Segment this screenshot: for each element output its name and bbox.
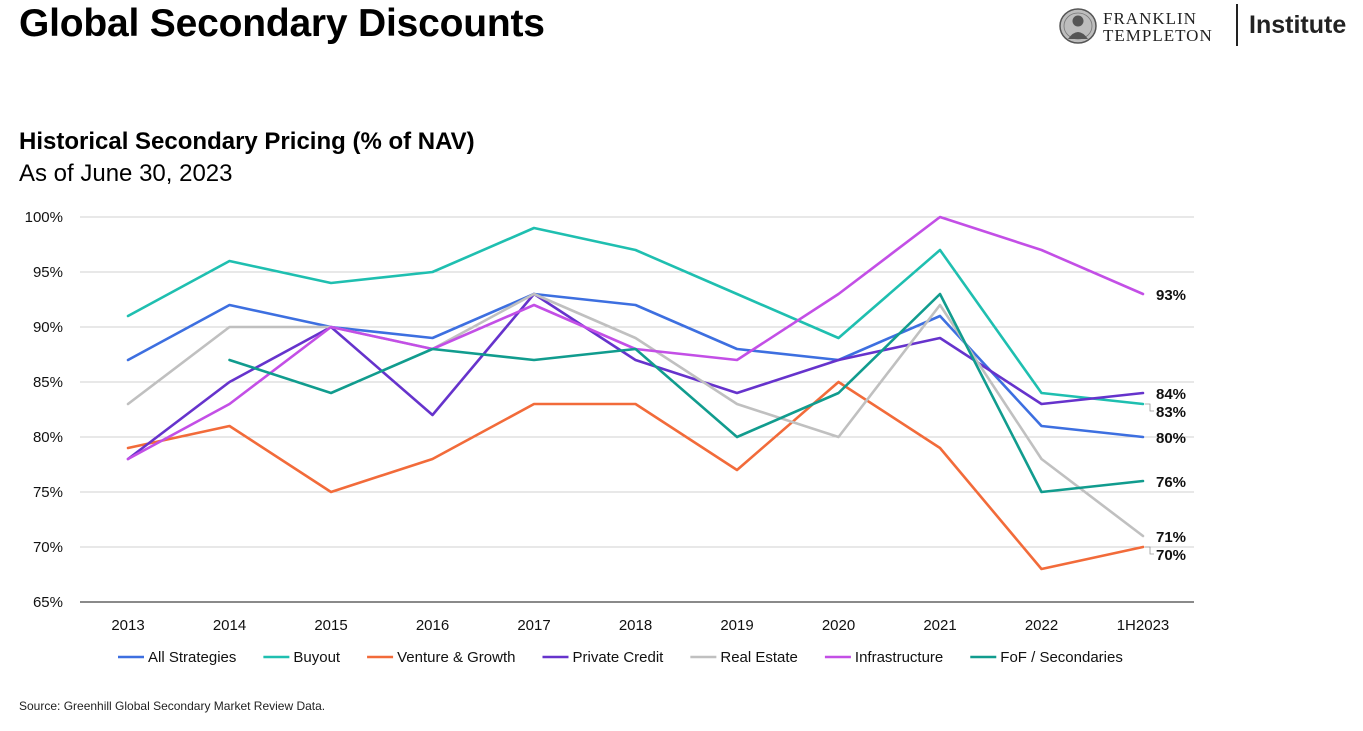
end-value-label: 83%: [1156, 404, 1186, 421]
legend-label: Real Estate: [720, 649, 798, 666]
legend-label: Infrastructure: [855, 649, 943, 666]
gridlines: [80, 216, 1194, 603]
logo-institute: Institute: [1249, 11, 1347, 39]
y-tick-label: 85%: [33, 374, 63, 391]
franklin-portrait-seal-icon: [1059, 8, 1097, 44]
series-lines: [126, 215, 1145, 571]
y-tick-label: 95%: [33, 264, 63, 281]
legend-label: All Strategies: [148, 649, 236, 666]
logo-franklin: FRANKLIN: [1103, 9, 1197, 28]
x-tick-label: 2022: [1025, 617, 1058, 634]
x-tick-label: 2014: [213, 617, 246, 634]
x-tick-label: 2018: [619, 617, 652, 634]
end-labels: 93% 84%83% 80% 76% 71%70%: [1145, 287, 1186, 564]
series-line-buyout: [126, 226, 1145, 406]
x-tick-label: 2016: [416, 617, 449, 634]
series-line-fof-secondaries: [228, 292, 1145, 494]
x-tick-label: 2021: [923, 617, 956, 634]
series-line-real-estate: [126, 292, 1145, 538]
y-tick-label: 100%: [25, 209, 63, 226]
legend: All Strategies Buyout Venture & Growth Priv…: [118, 649, 1123, 666]
x-tick-label: 2019: [720, 617, 753, 634]
series-line-all-strategies: [126, 292, 1145, 439]
x-tick-label: 1H2023: [1117, 617, 1170, 634]
y-tick-label: 70%: [33, 539, 63, 556]
x-tick-label: 2015: [314, 617, 347, 634]
end-value-label: 84%: [1156, 386, 1186, 403]
x-axis: 2013 2014 2015 2016 2017 2018 2019 2020 2021 2022…: [111, 617, 1169, 634]
legend-label: Venture & Growth: [397, 649, 515, 666]
logo-templeton: TEMPLETON: [1103, 26, 1213, 45]
end-label-leader: [1145, 403, 1154, 412]
page-title: Global Secondary Discounts: [19, 2, 545, 45]
series-line-venture-growth: [126, 380, 1145, 571]
y-axis: 65% 70% 75% 80% 85% 90% 95% 100%: [25, 209, 63, 611]
end-value-label: 71%: [1156, 529, 1186, 546]
end-value-label: 80%: [1156, 430, 1186, 447]
end-value-label: 93%: [1156, 287, 1186, 304]
legend-label: Private Credit: [572, 649, 664, 666]
logo-divider: [1236, 4, 1238, 46]
end-label-leader: [1145, 546, 1154, 555]
x-tick-label: 2013: [111, 617, 144, 634]
source-note: Source: Greenhill Global Secondary Marke…: [19, 699, 326, 713]
end-value-label: 70%: [1156, 547, 1186, 564]
legend-label: FoF / Secondaries: [1000, 649, 1123, 666]
franklin-templeton-institute-logo: FRANKLIN TEMPLETON Institute: [1058, 4, 1358, 48]
chart-subtitle: As of June 30, 2023: [19, 160, 233, 187]
chart-title: Historical Secondary Pricing (% of NAV): [19, 128, 475, 155]
y-tick-label: 65%: [33, 594, 63, 611]
legend-label: Buyout: [293, 649, 341, 666]
y-tick-label: 80%: [33, 429, 63, 446]
x-tick-label: 2017: [517, 617, 550, 634]
y-tick-label: 90%: [33, 319, 63, 336]
y-tick-label: 75%: [33, 484, 63, 501]
end-value-label: 76%: [1156, 474, 1186, 491]
x-tick-label: 2020: [822, 617, 855, 634]
